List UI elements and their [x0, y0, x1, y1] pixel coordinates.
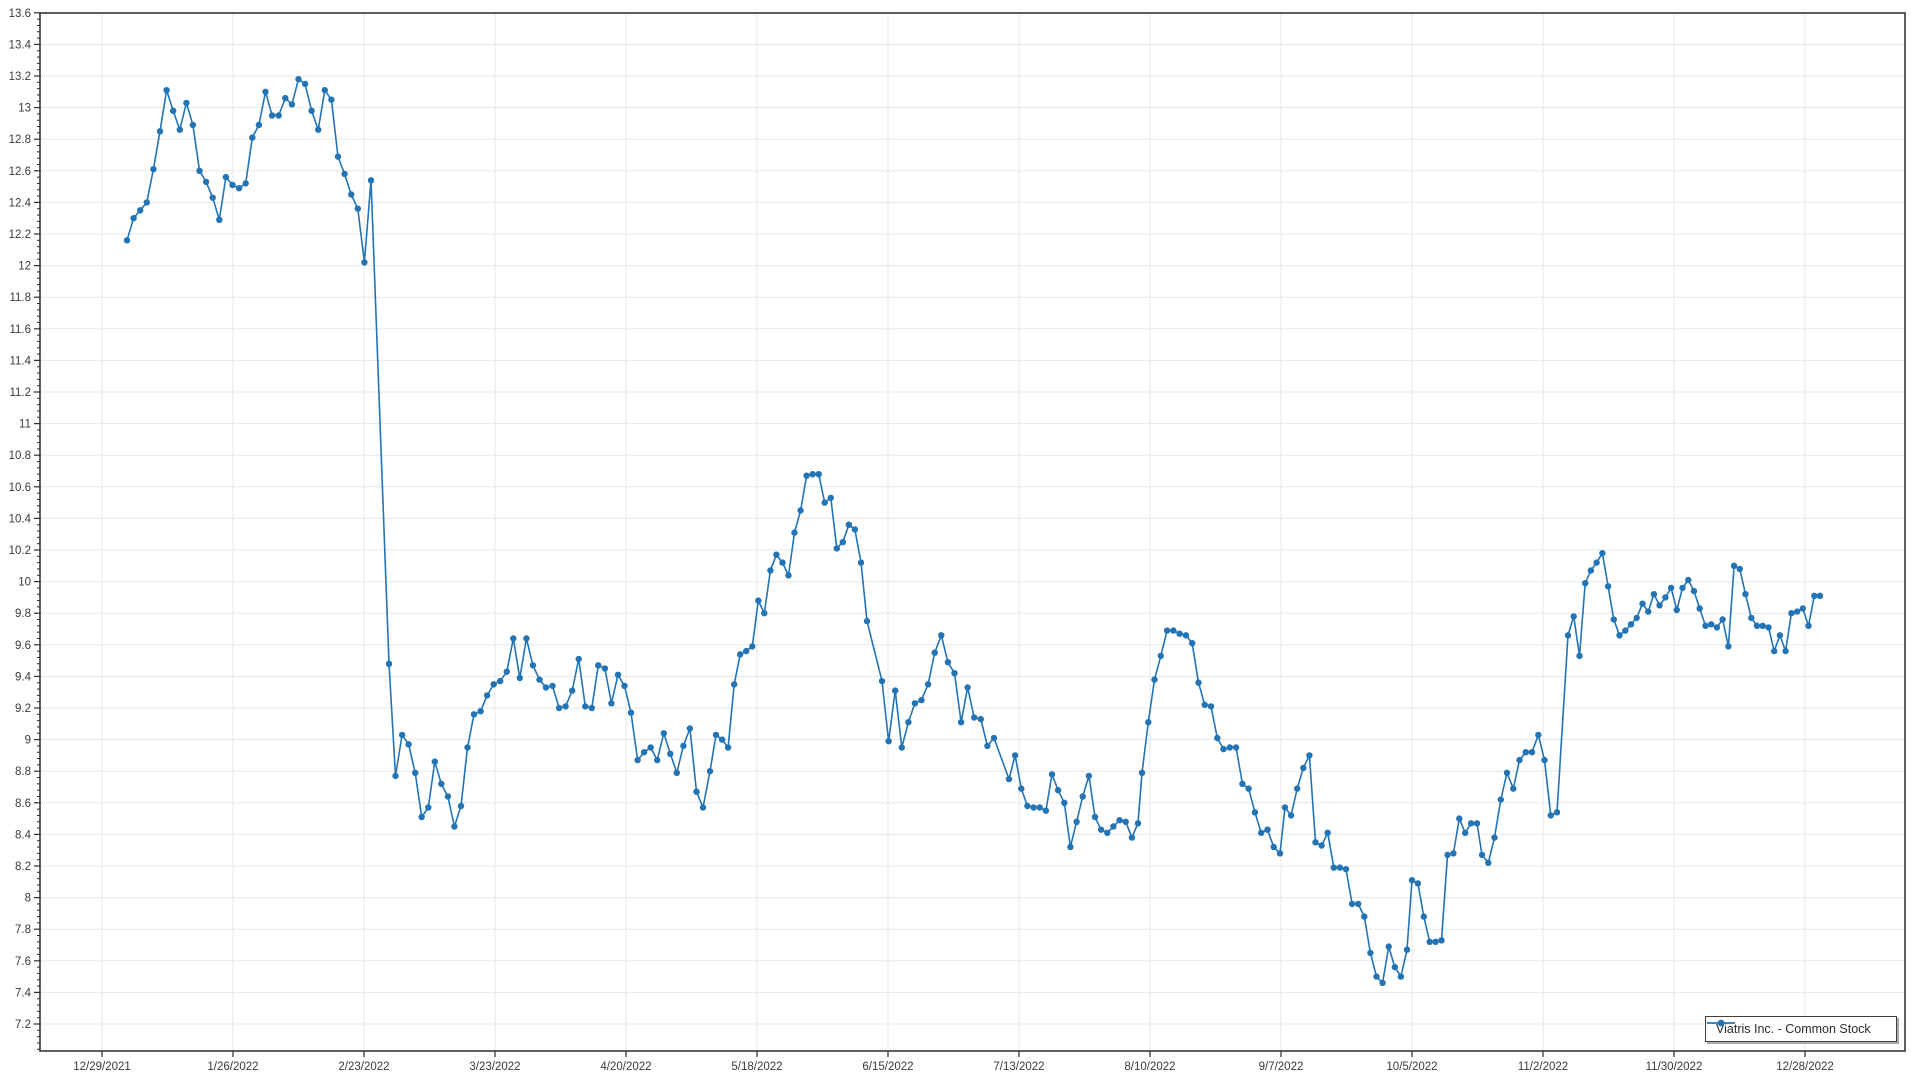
svg-text:10.4: 10.4 — [9, 513, 32, 525]
svg-text:12.2: 12.2 — [9, 229, 31, 241]
svg-text:9.2: 9.2 — [15, 703, 31, 715]
svg-text:11.6: 11.6 — [9, 324, 31, 336]
svg-text:10: 10 — [18, 577, 31, 589]
svg-text:6/15/2022: 6/15/2022 — [862, 1061, 913, 1073]
svg-text:8/10/2022: 8/10/2022 — [1124, 1061, 1175, 1073]
svg-text:13.6: 13.6 — [9, 8, 31, 20]
svg-text:9.6: 9.6 — [15, 640, 31, 652]
y-axis-labels: 7.2 7.4 7.6 7.8 8 8.2 8.4 8.6 8.8 9 9.2 9.4 9.6 9.8 10… — [9, 8, 32, 1031]
svg-text:13.4: 13.4 — [9, 39, 32, 51]
svg-text:12/28/2022: 12/28/2022 — [1776, 1061, 1834, 1073]
svg-text:8.4: 8.4 — [15, 829, 32, 841]
svg-text:11.2: 11.2 — [9, 387, 31, 399]
svg-text:12.6: 12.6 — [9, 166, 31, 178]
svg-text:4/20/2022: 4/20/2022 — [600, 1061, 651, 1073]
svg-text:10.8: 10.8 — [9, 450, 31, 462]
svg-text:7.4: 7.4 — [15, 987, 32, 999]
x-gridlines — [101, 13, 1806, 1051]
svg-text:9.8: 9.8 — [15, 608, 31, 620]
svg-text:12: 12 — [18, 261, 31, 273]
svg-text:8: 8 — [25, 893, 31, 905]
svg-text:7/13/2022: 7/13/2022 — [993, 1061, 1044, 1073]
svg-text:10/5/2022: 10/5/2022 — [1386, 1061, 1437, 1073]
legend: Viatris Inc. - Common Stock — [1705, 1016, 1897, 1042]
svg-text:7.2: 7.2 — [15, 1019, 31, 1031]
svg-text:9: 9 — [25, 735, 31, 747]
svg-text:7.8: 7.8 — [15, 924, 31, 936]
x-axis-labels: 12/29/2021 1/26/2022 2/23/2022 3/23/2022 4/2… — [73, 1061, 1834, 1073]
svg-text:3/23/2022: 3/23/2022 — [469, 1061, 520, 1073]
svg-text:11/30/2022: 11/30/2022 — [1646, 1061, 1703, 1073]
svg-text:7.6: 7.6 — [15, 956, 31, 968]
svg-text:11.4: 11.4 — [9, 355, 31, 367]
svg-text:11/2/2022: 11/2/2022 — [1518, 1061, 1568, 1073]
svg-text:1/26/2022: 1/26/2022 — [207, 1061, 258, 1073]
svg-text:12.4: 12.4 — [9, 197, 32, 209]
y-gridlines — [40, 12, 1905, 1025]
y-axis-ticks — [34, 12, 40, 1050]
svg-text:10.2: 10.2 — [9, 545, 31, 557]
svg-text:2/23/2022: 2/23/2022 — [338, 1061, 389, 1073]
price-line — [126, 78, 1820, 984]
price-markers — [123, 76, 1824, 987]
svg-text:9/7/2022: 9/7/2022 — [1259, 1061, 1304, 1073]
svg-text:8.8: 8.8 — [15, 766, 31, 778]
svg-text:8.2: 8.2 — [15, 861, 31, 873]
series-line-marker-icon — [1707, 1019, 1735, 1027]
svg-text:11: 11 — [19, 419, 31, 431]
svg-text:9.4: 9.4 — [15, 671, 32, 683]
svg-text:12.8: 12.8 — [9, 134, 31, 146]
x-axis-ticks — [101, 1051, 1806, 1057]
plot-border — [39, 12, 1906, 1052]
svg-text:13.2: 13.2 — [9, 71, 31, 83]
svg-text:12/29/2021: 12/29/2021 — [73, 1061, 131, 1073]
svg-text:10.6: 10.6 — [9, 482, 31, 494]
svg-text:13: 13 — [18, 103, 31, 115]
svg-text:8.6: 8.6 — [15, 798, 31, 810]
svg-text:11.8: 11.8 — [9, 292, 31, 304]
legend-label: Viatris Inc. - Common Stock — [1716, 1021, 1871, 1036]
svg-text:5/18/2022: 5/18/2022 — [731, 1061, 782, 1073]
